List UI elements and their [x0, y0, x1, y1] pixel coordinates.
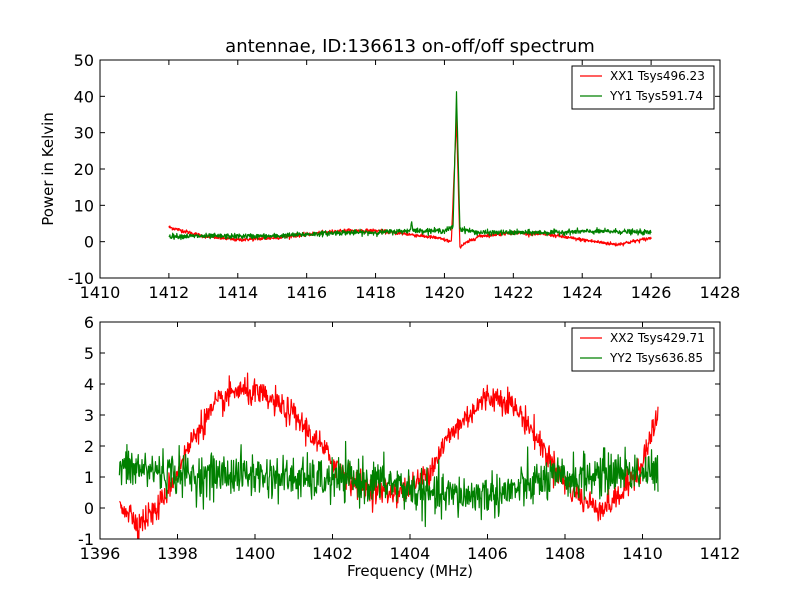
y-tick-label: 20: [74, 160, 94, 179]
y-tick-label: 2: [84, 437, 94, 456]
x-tick-label: 1410: [80, 283, 121, 302]
y-tick-label: 30: [74, 124, 94, 143]
legend-label: YY2 Tsys636.85: [609, 351, 703, 365]
x-tick-label: 1400: [235, 544, 276, 563]
x-tick-label: 1398: [157, 544, 198, 563]
y-tick-label: 40: [74, 87, 94, 106]
bottom-x-axis-label: Frequency (MHz): [347, 562, 473, 580]
x-tick-label: 1420: [424, 283, 465, 302]
x-tick-label: 1426: [631, 283, 672, 302]
figure-title: antennae, ID:136613 on-off/off spectrum: [225, 36, 595, 57]
y-tick-label: -10: [68, 269, 94, 288]
x-tick-label: 1396: [80, 544, 121, 563]
y-tick-label: 6: [84, 313, 94, 332]
legend-label: XX1 Tsys496.23: [610, 69, 705, 83]
x-tick-label: 1402: [312, 544, 353, 563]
y-tick-label: 50: [74, 51, 94, 70]
x-tick-label: 1408: [545, 544, 586, 563]
x-tick-label: 1414: [217, 283, 258, 302]
legend-label: YY1 Tsys591.74: [609, 89, 703, 103]
y-tick-label: 3: [84, 406, 94, 425]
x-tick-label: 1410: [622, 544, 663, 563]
bottom-panel: 1396 1398 1400 1402 1404 1406 1408 1410 1412 -1 0 1…: [78, 313, 740, 563]
x-tick-label: 1412: [700, 544, 741, 563]
y-tick-label: -1: [78, 530, 94, 549]
x-tick-label: 1418: [355, 283, 396, 302]
x-tick-label: 1406: [467, 544, 508, 563]
series-line-yy2: [118, 440, 659, 528]
y-tick-label: 1: [84, 468, 94, 487]
x-tick-label: 1422: [493, 283, 534, 302]
x-tick-label: 1404: [390, 544, 431, 563]
legend-box: [571, 327, 715, 372]
legend-box: [571, 65, 715, 110]
series-line-xx1: [168, 115, 652, 249]
y-tick-label: 5: [84, 344, 94, 363]
top-y-axis-label: Power in Kelvin: [39, 112, 57, 226]
top-panel: 1410 1412 1414 1416 1418 1420 1422 1424 1426 1428…: [68, 51, 741, 302]
series-line-yy1: [168, 91, 652, 241]
y-tick-label: 10: [74, 196, 94, 215]
y-tick-label: 4: [84, 375, 94, 394]
y-tick-label: 0: [84, 499, 94, 518]
x-tick-label: 1416: [286, 283, 327, 302]
legend-label: XX2 Tsys429.71: [610, 331, 705, 345]
x-tick-label: 1424: [562, 283, 603, 302]
x-tick-label: 1412: [149, 283, 190, 302]
x-tick-label: 1428: [700, 283, 741, 302]
y-tick-label: 0: [84, 233, 94, 252]
